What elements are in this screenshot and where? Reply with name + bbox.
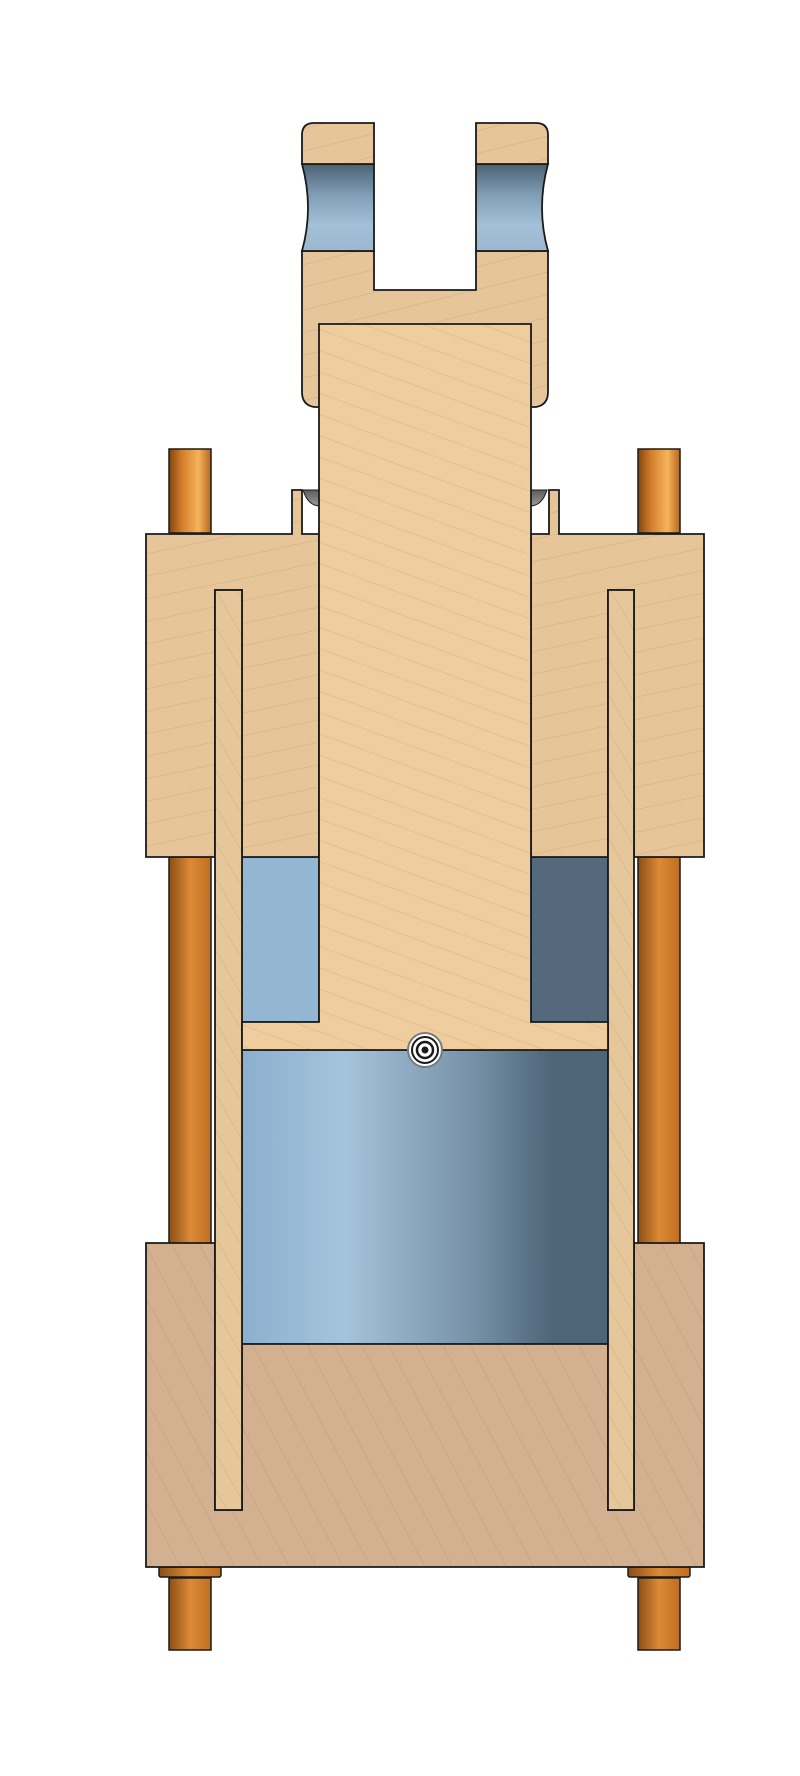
bore-chamber	[241, 1049, 609, 1345]
clevis-prong-left-tip	[301, 122, 375, 165]
tube-wall-right	[607, 589, 635, 1511]
nut-left	[158, 1566, 222, 1578]
piston-rod	[241, 323, 609, 1051]
cylinder-tube	[214, 589, 635, 1511]
tie-rods	[158, 448, 691, 1651]
annulus-chamber-left	[241, 856, 320, 1023]
nut-right	[627, 1566, 691, 1578]
center-marker	[407, 1032, 443, 1068]
annulus-chamber-right	[530, 856, 609, 1023]
clevis-prong-right-slot	[475, 163, 550, 252]
tube-wall-left	[214, 589, 243, 1511]
clevis-prong-left-slot	[300, 163, 375, 252]
tie-rod-right-top	[637, 448, 681, 534]
tie-rod-right-bottom	[637, 1577, 681, 1651]
fluid-chambers	[241, 856, 609, 1345]
tie-rod-left-top	[168, 448, 212, 534]
tie-rod-left-mid	[168, 856, 212, 1245]
tie-rod-right-mid	[637, 856, 681, 1245]
tie-rod-left-bottom	[168, 1577, 212, 1651]
clevis-prong-right-tip	[475, 122, 549, 165]
